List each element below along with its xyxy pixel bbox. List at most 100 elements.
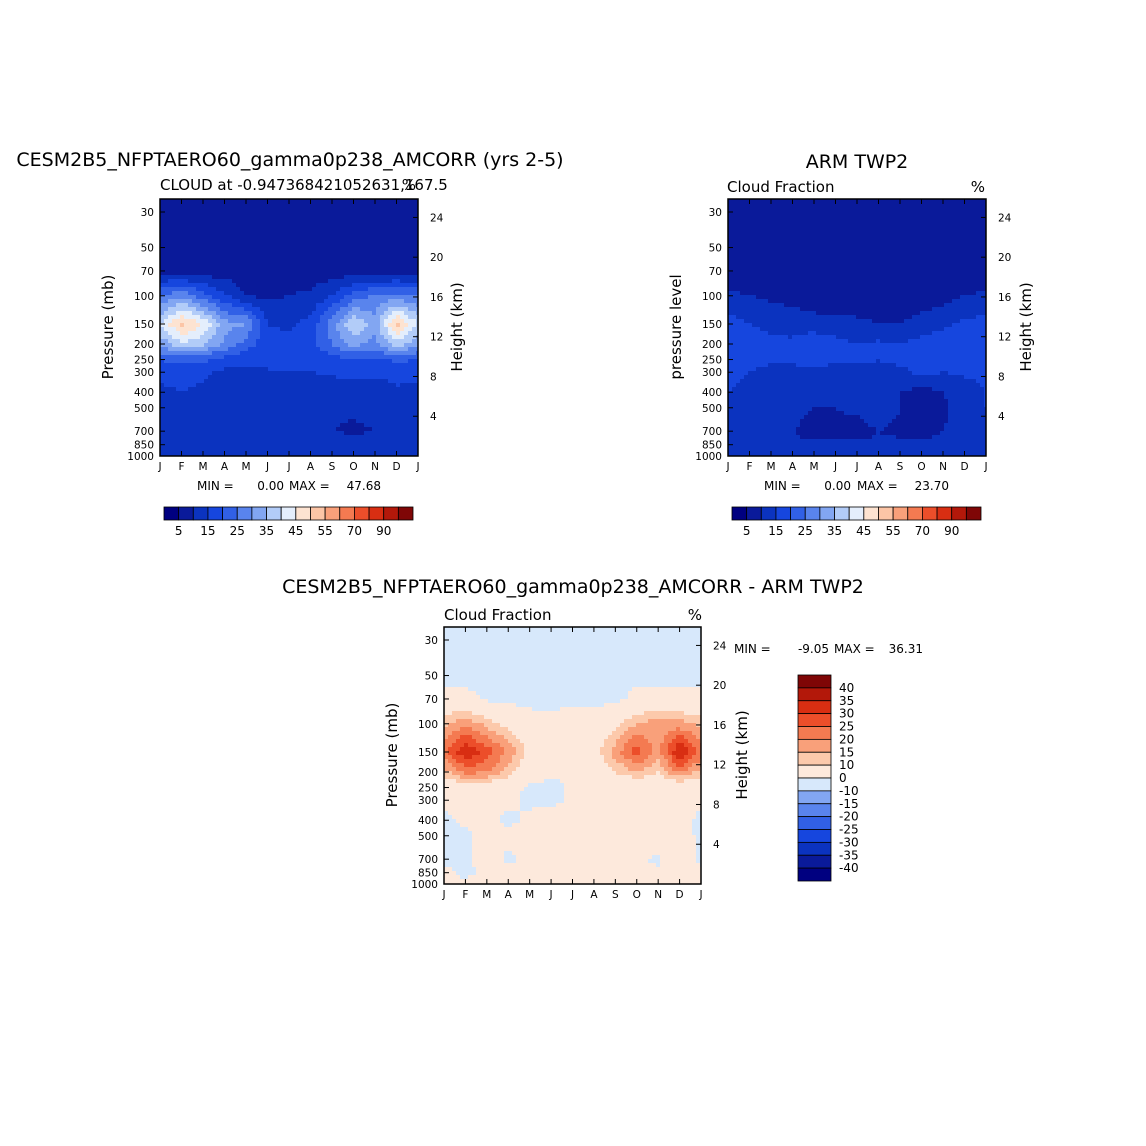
contour-cell bbox=[356, 339, 361, 344]
contour-cell bbox=[400, 275, 405, 280]
contour-cell bbox=[292, 291, 297, 296]
contour-cell bbox=[264, 299, 269, 304]
contour-cell bbox=[740, 211, 745, 216]
contour-cell bbox=[272, 303, 277, 308]
contour-cell bbox=[228, 451, 233, 456]
contour-cell bbox=[244, 379, 249, 384]
contour-cell bbox=[764, 231, 769, 236]
contour-cell bbox=[412, 263, 417, 268]
contour-cell bbox=[224, 351, 229, 356]
contour-cell bbox=[176, 347, 181, 352]
contour-cell bbox=[264, 451, 269, 456]
contour-cell bbox=[416, 339, 418, 344]
contour-cell bbox=[384, 231, 389, 236]
contour-cell bbox=[388, 343, 393, 348]
contour-cell bbox=[364, 203, 369, 208]
y-right-tick-label: 12 bbox=[430, 332, 443, 344]
contour-cell bbox=[380, 399, 385, 404]
contour-cell bbox=[296, 367, 301, 372]
contour-cell bbox=[244, 259, 249, 264]
contour-cell bbox=[168, 355, 173, 360]
contour-cell bbox=[828, 223, 833, 228]
contour-cell bbox=[356, 323, 361, 328]
contour-cell bbox=[216, 279, 221, 284]
colorbar-swatch bbox=[383, 506, 399, 521]
contour-cell bbox=[972, 219, 977, 224]
contour-cell bbox=[204, 219, 209, 224]
contour-cell bbox=[368, 339, 373, 344]
contour-cell bbox=[252, 395, 257, 400]
contour-cell bbox=[872, 235, 877, 240]
contour-cell bbox=[200, 399, 205, 404]
contour-cell bbox=[224, 395, 229, 400]
contour-cell bbox=[380, 359, 385, 364]
contour-cell bbox=[256, 307, 261, 312]
contour-cell bbox=[404, 215, 409, 220]
contour-cell bbox=[384, 227, 389, 232]
contour-cell bbox=[256, 427, 261, 432]
contour-cell bbox=[228, 311, 233, 316]
contour-cell bbox=[400, 283, 405, 288]
contour-cell bbox=[168, 199, 173, 204]
contour-cell bbox=[340, 415, 345, 420]
contour-cell bbox=[188, 287, 193, 292]
contour-cell bbox=[168, 327, 173, 332]
contour-cell bbox=[388, 407, 393, 412]
contour-cell bbox=[184, 399, 189, 404]
contour-cell bbox=[416, 391, 418, 396]
contour-cell bbox=[236, 447, 241, 452]
contour-cell bbox=[912, 199, 917, 204]
contour-cell bbox=[228, 263, 233, 268]
contour-cell bbox=[924, 211, 929, 216]
contour-cell bbox=[336, 199, 341, 204]
contour-cell bbox=[408, 247, 413, 252]
contour-cell bbox=[228, 235, 233, 240]
contour-cell bbox=[284, 207, 289, 212]
contour-cell bbox=[252, 247, 257, 252]
contour-cell bbox=[168, 219, 173, 224]
contour-cell bbox=[340, 215, 345, 220]
contour-cell bbox=[252, 423, 257, 428]
colorbar-swatch bbox=[339, 506, 355, 521]
contour-cell bbox=[880, 215, 885, 220]
contour-cell bbox=[272, 323, 277, 328]
contour-cell bbox=[932, 235, 937, 240]
contour-cell bbox=[312, 263, 317, 268]
contour-cell bbox=[336, 367, 341, 372]
contour-cell bbox=[188, 267, 193, 272]
contour-cell bbox=[212, 215, 217, 220]
contour-cell bbox=[268, 351, 273, 356]
contour-cell bbox=[336, 375, 341, 380]
contour-cell bbox=[204, 263, 209, 268]
contour-cell bbox=[164, 299, 169, 304]
contour-cell bbox=[340, 339, 345, 344]
contour-cell bbox=[356, 267, 361, 272]
contour-cell bbox=[216, 395, 221, 400]
contour-cell bbox=[396, 403, 401, 408]
contour-cell bbox=[416, 351, 418, 356]
contour-cell bbox=[288, 399, 293, 404]
colorbar-swatch bbox=[324, 506, 341, 521]
contour-cell bbox=[220, 443, 225, 448]
contour-cell bbox=[236, 399, 241, 404]
contour-cell bbox=[236, 347, 241, 352]
contour-cell bbox=[376, 275, 381, 280]
contour-cell bbox=[360, 207, 365, 212]
contour-cell bbox=[920, 231, 925, 236]
contour-cell bbox=[288, 323, 293, 328]
contour-cell bbox=[396, 383, 401, 388]
contour-cell bbox=[920, 215, 925, 220]
contour-cell bbox=[400, 447, 405, 452]
contour-cell bbox=[804, 235, 809, 240]
contour-cell bbox=[272, 339, 277, 344]
contour-cell bbox=[760, 215, 765, 220]
contour-cell bbox=[216, 199, 221, 204]
contour-cell bbox=[268, 403, 273, 408]
contour-cell bbox=[308, 343, 313, 348]
contour-cell bbox=[784, 223, 789, 228]
contour-cell bbox=[872, 199, 877, 204]
contour-cell bbox=[272, 427, 277, 432]
contour-cell bbox=[312, 411, 317, 416]
contour-cell bbox=[200, 243, 205, 248]
contour-cell bbox=[276, 335, 281, 340]
